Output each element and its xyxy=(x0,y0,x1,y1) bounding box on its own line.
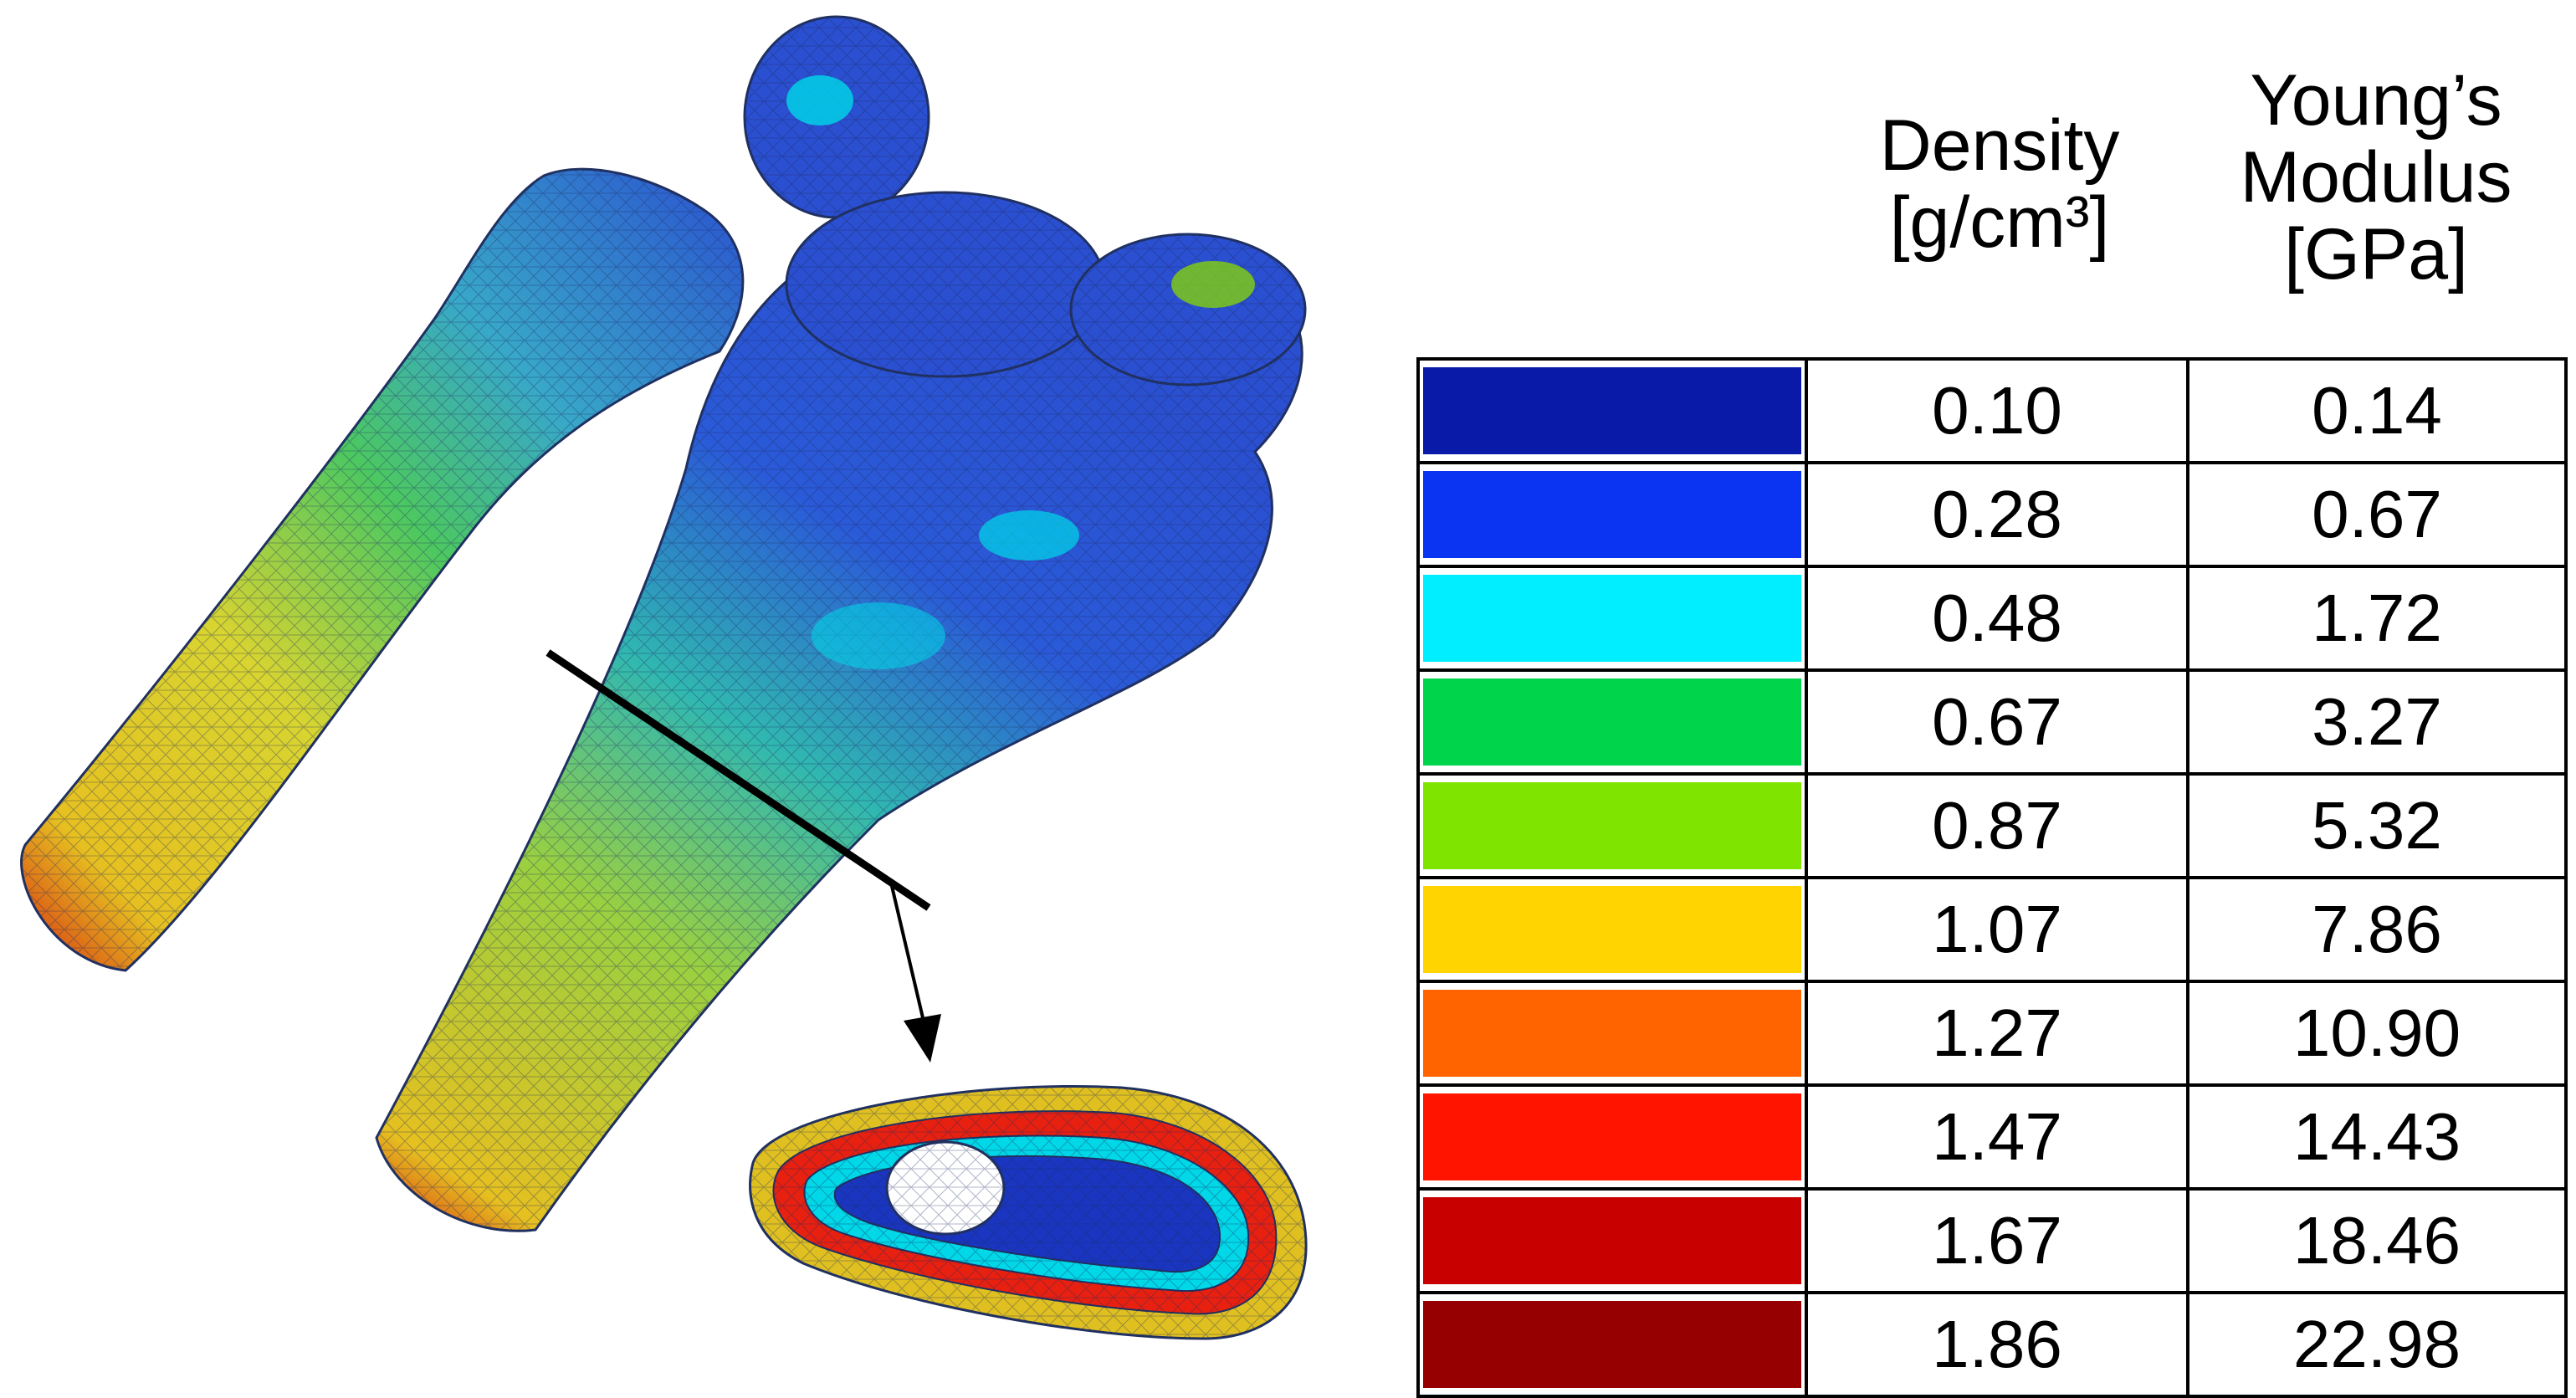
color-swatch xyxy=(1423,1197,1801,1284)
legend-row: 1.07 7.86 xyxy=(1416,876,2568,983)
legend-row: 1.47 14.43 xyxy=(1416,1083,2568,1191)
legend-row: 1.27 10.90 xyxy=(1416,980,2568,1087)
color-swatch xyxy=(1423,575,1801,662)
modulus-value: 7.86 xyxy=(2186,876,2568,983)
modulus-value: 5.32 xyxy=(2186,772,2568,879)
legend-row: 0.28 0.67 xyxy=(1416,461,2568,568)
legend-swatch-cell xyxy=(1416,461,1808,568)
modulus-value: 14.43 xyxy=(2186,1083,2568,1191)
color-swatch xyxy=(1423,367,1801,454)
modulus-header-line-2: Modulus xyxy=(2240,137,2512,218)
legend-row: 0.67 3.27 xyxy=(1416,668,2568,776)
density-value: 0.87 xyxy=(1805,772,2189,879)
modulus-header-line-3: [GPa] xyxy=(2284,214,2468,294)
color-swatch xyxy=(1423,990,1801,1077)
legend-swatch-cell xyxy=(1416,668,1808,776)
modulus-value: 1.72 xyxy=(2186,565,2568,672)
color-swatch xyxy=(1423,886,1801,973)
color-swatch xyxy=(1423,1093,1801,1180)
modulus-value: 3.27 xyxy=(2186,668,2568,776)
modulus-value: 22.98 xyxy=(2186,1291,2568,1398)
legend-swatch-cell xyxy=(1416,1083,1808,1191)
modulus-header: Young’s Modulus [GPa] xyxy=(2175,62,2576,293)
color-swatch xyxy=(1423,1301,1801,1388)
section-cut-line xyxy=(545,649,931,911)
density-value: 0.10 xyxy=(1805,357,2189,464)
legend-swatch-cell xyxy=(1416,1291,1808,1398)
density-value: 0.67 xyxy=(1805,668,2189,776)
legend-swatch-cell xyxy=(1416,980,1808,1087)
modulus-value: 10.90 xyxy=(2186,980,2568,1087)
density-value: 1.67 xyxy=(1805,1187,2189,1294)
density-header-line-1: Density xyxy=(1879,105,2120,186)
density-value: 1.07 xyxy=(1805,876,2189,983)
legend-row: 0.48 1.72 xyxy=(1416,565,2568,672)
density-value: 1.47 xyxy=(1805,1083,2189,1191)
material-legend-table: 0.10 0.14 0.28 0.67 0.48 1.72 0.67 3.27 0.87 5.32… xyxy=(1416,357,2568,1398)
color-swatch xyxy=(1423,471,1801,558)
density-value: 0.28 xyxy=(1805,461,2189,568)
density-header: Density [g/cm³] xyxy=(1799,107,2200,261)
section-arrow-head xyxy=(904,1014,941,1063)
section-arrow-shaft xyxy=(889,882,926,1026)
modulus-value: 0.67 xyxy=(2186,461,2568,568)
color-swatch xyxy=(1423,679,1801,766)
legend-swatch-cell xyxy=(1416,772,1808,879)
legend-row: 1.86 22.98 xyxy=(1416,1291,2568,1398)
color-swatch xyxy=(1423,782,1801,869)
modulus-value: 0.14 xyxy=(2186,357,2568,464)
modulus-header-line-1: Young’s xyxy=(2250,60,2502,141)
legend-swatch-cell xyxy=(1416,876,1808,983)
cross-section-view xyxy=(749,1085,1308,1340)
density-value: 1.27 xyxy=(1805,980,2189,1087)
modulus-value: 18.46 xyxy=(2186,1187,2568,1294)
density-value: 1.86 xyxy=(1805,1291,2189,1398)
legend-swatch-cell xyxy=(1416,357,1808,464)
legend-swatch-cell xyxy=(1416,1187,1808,1294)
legend-row: 1.67 18.46 xyxy=(1416,1187,2568,1294)
legend-swatch-cell xyxy=(1416,565,1808,672)
density-header-line-2: [g/cm³] xyxy=(1889,182,2110,263)
legend-row: 0.10 0.14 xyxy=(1416,357,2568,464)
legend-row: 0.87 5.32 xyxy=(1416,772,2568,879)
density-value: 0.48 xyxy=(1805,565,2189,672)
